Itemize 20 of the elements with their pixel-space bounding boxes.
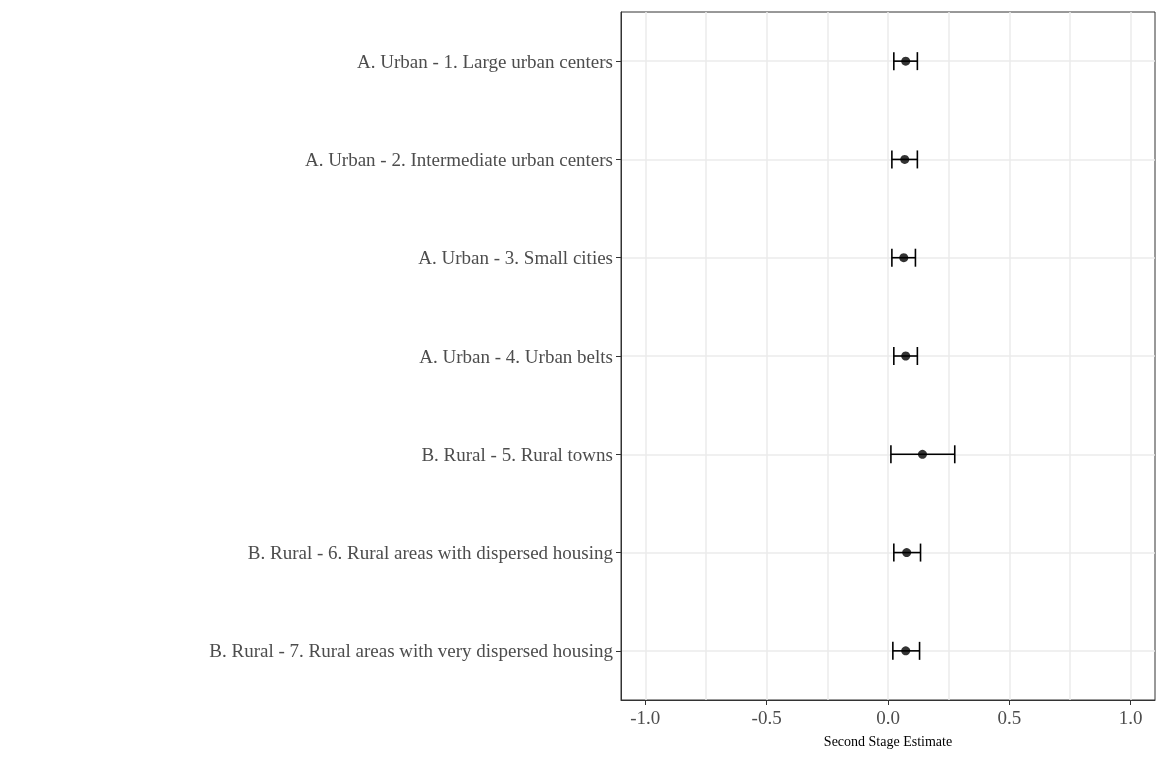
x-tick-label: -1.0 bbox=[630, 707, 661, 728]
y-tick-label: A. Urban - 1. Large urban centers bbox=[356, 50, 613, 72]
point bbox=[917, 449, 927, 459]
point bbox=[900, 154, 910, 164]
point bbox=[902, 548, 912, 558]
x-axis-title: Second Stage Estimate bbox=[823, 733, 953, 749]
point bbox=[901, 646, 911, 656]
x-tick-label: -0.5 bbox=[751, 707, 782, 728]
y-tick-label: A. Urban - 2. Intermediate urban centers bbox=[304, 148, 613, 170]
point bbox=[901, 56, 911, 66]
point bbox=[901, 351, 911, 361]
y-tick-label: B. Rural - 6. Rural areas with dispersed housing bbox=[247, 542, 614, 564]
y-tick-label: B. Rural - 7. Rural areas with very dispersed housing bbox=[209, 640, 614, 662]
y-tick-label: B. Rural - 5. Rural towns bbox=[421, 443, 613, 465]
x-tick-label: 1.0 bbox=[1118, 707, 1143, 728]
x-tick-label: 0.5 bbox=[997, 707, 1022, 728]
y-tick-label: A. Urban - 4. Urban belts bbox=[419, 345, 613, 367]
x-tick-label: 0.0 bbox=[876, 707, 900, 728]
y-tick-label: A. Urban - 3. Small cities bbox=[418, 247, 613, 269]
point bbox=[899, 253, 909, 263]
